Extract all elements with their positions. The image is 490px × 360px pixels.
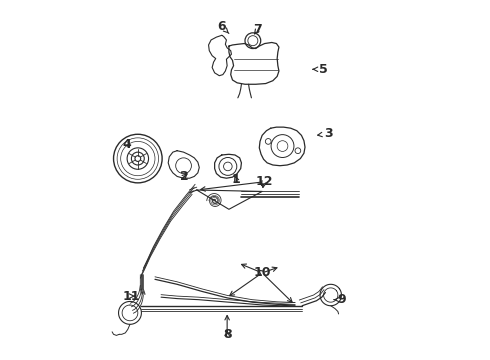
Text: 3: 3 (318, 127, 333, 140)
Text: 6: 6 (218, 20, 229, 33)
Text: 8: 8 (223, 328, 231, 341)
Text: 7: 7 (253, 23, 262, 36)
Text: 5: 5 (313, 63, 328, 76)
Text: 10: 10 (253, 266, 271, 279)
Text: 9: 9 (334, 293, 346, 306)
Text: 11: 11 (122, 289, 140, 303)
Text: 12: 12 (255, 175, 272, 188)
Text: 1: 1 (232, 173, 241, 186)
Text: 4: 4 (122, 138, 131, 151)
Text: 2: 2 (180, 170, 189, 183)
